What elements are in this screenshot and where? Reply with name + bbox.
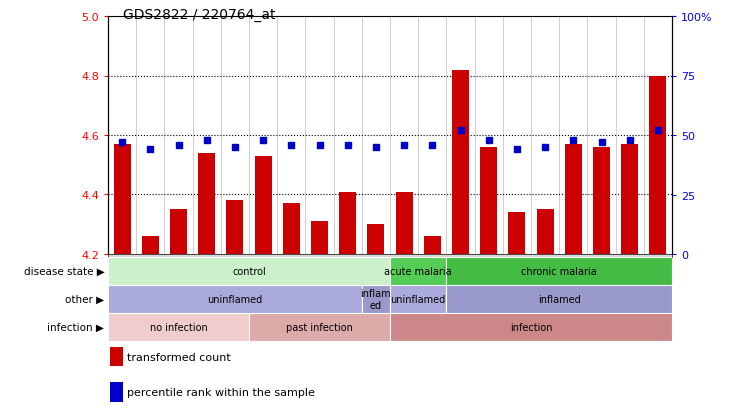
Text: infection ▶: infection ▶: [47, 322, 104, 332]
Bar: [255, 157, 272, 254]
Text: uninflamed: uninflamed: [207, 294, 263, 304]
Bar: [588, 17, 615, 254]
Bar: [362, 285, 390, 313]
Bar: [447, 257, 672, 285]
Text: uninflamed: uninflamed: [391, 294, 446, 304]
Bar: [644, 17, 672, 254]
Text: percentile rank within the sample: percentile rank within the sample: [126, 387, 315, 397]
Bar: [164, 17, 193, 254]
Text: chronic malaria: chronic malaria: [521, 266, 597, 276]
Bar: [593, 147, 610, 254]
Bar: [447, 285, 672, 313]
Text: GDS2822 / 220764_at: GDS2822 / 220764_at: [123, 8, 275, 22]
Text: transformed count: transformed count: [126, 352, 231, 362]
Bar: [390, 257, 447, 285]
Text: disease state ▶: disease state ▶: [23, 266, 104, 276]
Bar: [108, 285, 362, 313]
Bar: [108, 257, 390, 285]
Bar: [559, 17, 588, 254]
Bar: [418, 17, 447, 254]
Bar: [334, 17, 362, 254]
Bar: [503, 17, 531, 254]
Bar: [114, 145, 131, 254]
Bar: [531, 17, 559, 254]
Bar: [396, 192, 412, 254]
Bar: [226, 201, 243, 254]
Bar: [447, 17, 474, 254]
Text: other ▶: other ▶: [65, 294, 104, 304]
Bar: [110, 382, 123, 401]
Text: inflam
ed: inflam ed: [361, 289, 391, 310]
Text: past infection: past infection: [286, 322, 353, 332]
Bar: [508, 213, 526, 254]
Text: control: control: [232, 266, 266, 276]
Bar: [452, 70, 469, 254]
Bar: [339, 192, 356, 254]
Bar: [249, 17, 277, 254]
Bar: [199, 154, 215, 254]
Bar: [537, 210, 553, 254]
Text: infection: infection: [510, 322, 553, 332]
Bar: [424, 237, 441, 254]
Bar: [390, 313, 672, 341]
Bar: [110, 347, 123, 366]
Text: inflamed: inflamed: [538, 294, 580, 304]
Bar: [367, 225, 385, 254]
Bar: [362, 17, 390, 254]
Bar: [305, 17, 334, 254]
Bar: [277, 17, 305, 254]
Bar: [621, 145, 638, 254]
Bar: [480, 147, 497, 254]
Bar: [311, 222, 328, 254]
Bar: [650, 76, 666, 254]
Text: acute malaria: acute malaria: [385, 266, 452, 276]
Bar: [220, 17, 249, 254]
Bar: [193, 17, 220, 254]
Bar: [108, 17, 137, 254]
Bar: [108, 313, 249, 341]
Bar: [170, 210, 187, 254]
Bar: [390, 285, 447, 313]
Bar: [283, 204, 300, 254]
Bar: [615, 17, 644, 254]
Bar: [142, 237, 158, 254]
Text: no infection: no infection: [150, 322, 207, 332]
Bar: [390, 17, 418, 254]
Bar: [565, 145, 582, 254]
Bar: [474, 17, 503, 254]
Bar: [249, 313, 390, 341]
Bar: [137, 17, 164, 254]
